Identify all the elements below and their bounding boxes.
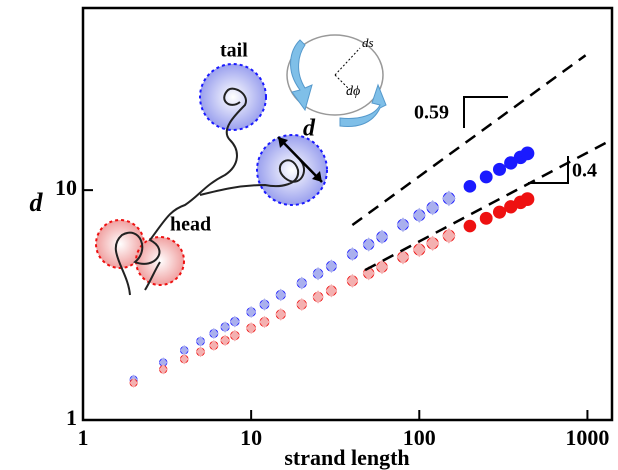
annotation: head — [170, 214, 211, 236]
point — [229, 329, 240, 342]
angle-lines — [334, 47, 361, 91]
guide-line — [364, 139, 612, 272]
point — [209, 339, 219, 352]
annotation: tail — [220, 40, 248, 62]
point — [312, 290, 324, 304]
point — [296, 298, 308, 312]
point — [246, 305, 257, 319]
point — [325, 283, 338, 298]
point — [520, 192, 535, 207]
point — [259, 298, 270, 311]
point — [129, 377, 138, 388]
point — [412, 207, 426, 223]
annotation: 0.59 — [414, 102, 449, 124]
plot-marks — [129, 146, 535, 388]
point — [346, 247, 359, 262]
arrow-head — [278, 137, 322, 182]
rotation-arrow — [290, 39, 313, 112]
plot-frame — [81, 6, 614, 422]
distance-arrow — [277, 136, 323, 183]
annotation: ds — [362, 35, 374, 50]
point — [209, 327, 219, 340]
illustration: tail head d ds dϕ — [95, 34, 387, 296]
point — [504, 156, 518, 170]
point — [229, 315, 240, 328]
annotation: 0.4 — [572, 160, 597, 182]
slope-triangle — [528, 156, 569, 184]
point — [396, 217, 410, 233]
point — [412, 242, 426, 258]
point — [463, 219, 477, 233]
y-axis-label: d — [30, 188, 44, 217]
point — [220, 334, 230, 347]
x-tick-label: 10 — [240, 425, 262, 450]
point — [492, 205, 507, 219]
point — [325, 259, 338, 273]
point — [442, 227, 456, 244]
point — [425, 199, 440, 216]
slope-triangle — [463, 96, 508, 128]
point — [346, 273, 359, 288]
y-tick-label: 1 — [66, 405, 77, 430]
point — [179, 353, 189, 365]
x-tick-label: 100 — [403, 425, 436, 450]
x-tick-label: 1 — [78, 425, 89, 450]
x-tick-label: 1000 — [565, 425, 609, 450]
point — [479, 211, 493, 225]
point — [159, 364, 168, 375]
point — [362, 237, 375, 252]
point — [375, 229, 389, 245]
point — [275, 288, 287, 302]
point — [179, 345, 189, 356]
point — [442, 190, 456, 207]
point — [259, 315, 270, 329]
point — [275, 308, 287, 321]
point — [312, 267, 324, 281]
rotation-arrow — [339, 83, 387, 127]
point — [425, 235, 440, 252]
point — [159, 357, 168, 368]
point — [196, 335, 205, 347]
point — [463, 180, 477, 193]
annotation: d — [303, 116, 316, 142]
y-tick-label: 10 — [55, 175, 77, 200]
point — [479, 170, 493, 184]
rotation-ring — [286, 34, 384, 116]
x-axis-label: strand length — [284, 445, 409, 470]
point — [296, 276, 308, 290]
tail-blob — [256, 134, 328, 206]
head-blob — [135, 236, 185, 286]
point — [396, 249, 410, 265]
point — [196, 346, 205, 358]
point — [520, 146, 535, 161]
point — [492, 162, 507, 176]
strand — [114, 87, 305, 296]
guide-line — [351, 54, 587, 227]
point — [375, 259, 389, 275]
tail-blob — [199, 63, 267, 131]
point — [220, 321, 230, 333]
point — [246, 322, 257, 335]
annotation: dϕ — [346, 84, 360, 99]
